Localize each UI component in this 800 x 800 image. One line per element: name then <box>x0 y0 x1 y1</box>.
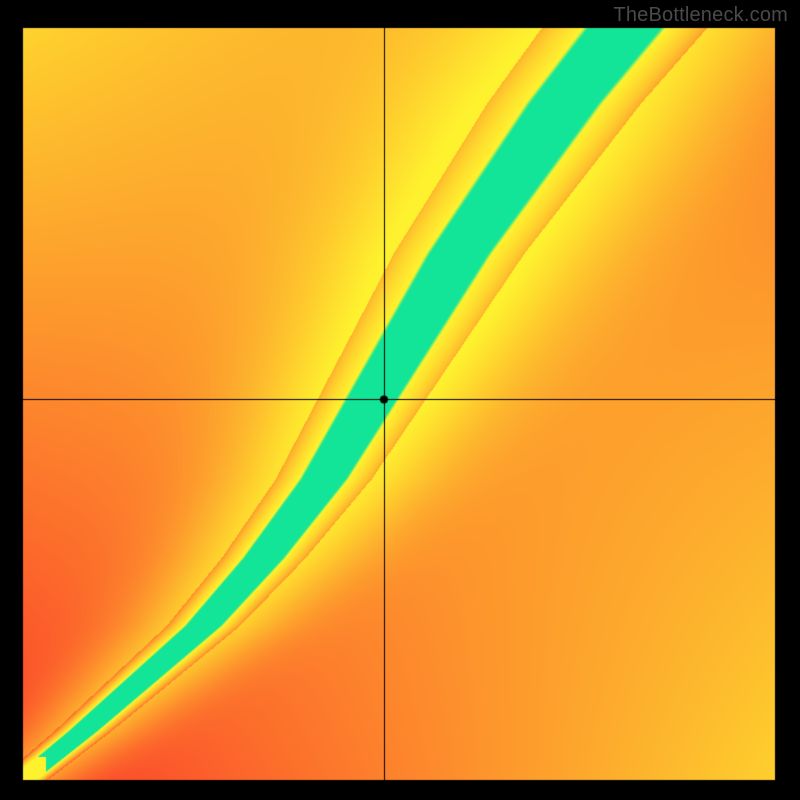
bottleneck-heatmap <box>0 0 800 800</box>
chart-container: TheBottleneck.com <box>0 0 800 800</box>
watermark-text: TheBottleneck.com <box>613 4 788 27</box>
